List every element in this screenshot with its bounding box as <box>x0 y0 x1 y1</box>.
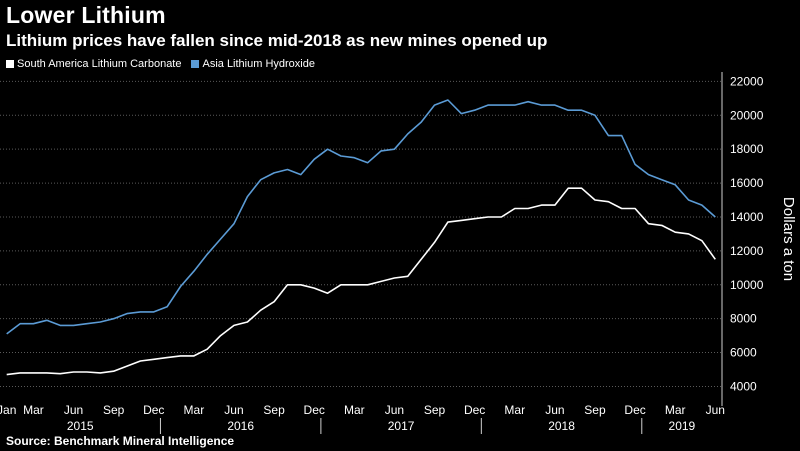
x-tick-label: Jun <box>224 403 243 417</box>
y-tick-label: 18000 <box>730 142 764 156</box>
source-note: Source: Benchmark Mineral Intelligence <box>6 434 235 448</box>
x-tick-label: Mar <box>344 403 365 417</box>
y-tick-label: 14000 <box>730 210 764 224</box>
y-tick-label: 6000 <box>730 346 757 360</box>
legend-item-hydroxide: Asia Lithium Hydroxide <box>191 58 315 70</box>
x-tick-label: Jan <box>0 403 16 417</box>
x-tick-label: Sep <box>424 403 446 417</box>
legend-item-carbonate: South America Lithium Carbonate <box>6 58 181 70</box>
x-tick-label: Sep <box>584 403 606 417</box>
series-line-carbonate <box>6 187 716 376</box>
x-tick-label: Mar <box>184 403 205 417</box>
x-tick-label: Mar <box>23 403 44 417</box>
legend-label-carbonate: South America Lithium Carbonate <box>17 58 182 70</box>
y-tick-label: 16000 <box>730 176 764 190</box>
x-year-label: 2016 <box>227 419 254 433</box>
x-tick-label: Sep <box>263 403 285 417</box>
y-tick-label: 20000 <box>730 108 764 122</box>
x-tick-label: Jun <box>545 403 564 417</box>
x-tick-label: Sep <box>103 403 125 417</box>
legend: South America Lithium Carbonate Asia Lit… <box>6 58 325 70</box>
legend-swatch-hydroxide <box>191 60 200 68</box>
chart-subtitle: Lithium prices have fallen since mid-201… <box>6 31 548 50</box>
x-tick-label: Jun <box>64 403 83 417</box>
x-tick-label: Jun <box>385 403 404 417</box>
x-tick-label: Dec <box>304 403 325 417</box>
y-tick-label: 10000 <box>730 278 764 292</box>
x-tick-label: Jun <box>706 403 725 417</box>
x-year-label: 2015 <box>67 419 94 433</box>
series-line-hydroxide <box>6 99 716 335</box>
y-tick-label: 8000 <box>730 312 757 326</box>
x-year-label: 2017 <box>388 419 415 433</box>
y-tick-label: 22000 <box>730 74 764 88</box>
y-tick-label: 12000 <box>730 244 764 258</box>
x-tick-label: Mar <box>665 403 686 417</box>
legend-label-hydroxide: Asia Lithium Hydroxide <box>202 58 315 70</box>
x-tick-label: Dec <box>143 403 164 417</box>
x-year-label: 2019 <box>669 419 696 433</box>
x-tick-label: Mar <box>504 403 525 417</box>
y-tick-label: 4000 <box>730 379 757 393</box>
x-year-label: 2018 <box>548 419 575 433</box>
legend-swatch-carbonate <box>6 60 14 68</box>
x-tick-label: Dec <box>464 403 485 417</box>
x-tick-label: Dec <box>624 403 645 417</box>
y-axis-label: Dollars a ton <box>780 197 797 281</box>
chart-title: Lower Lithium <box>6 2 166 28</box>
